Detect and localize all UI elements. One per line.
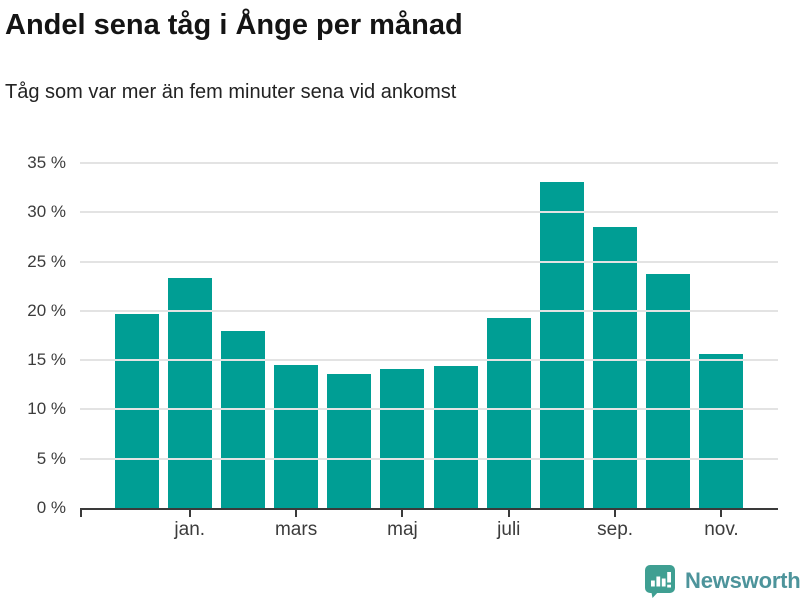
bar-dec. (114, 313, 159, 508)
bar-slot (429, 163, 482, 508)
x-tick (295, 510, 298, 517)
gridline (80, 309, 778, 312)
y-tick-label: 35 % (27, 153, 66, 172)
gridline (80, 457, 778, 460)
x-tick (507, 510, 510, 517)
brand-footer: Newsworthy (644, 564, 800, 598)
bar-slot: nov. (695, 163, 748, 540)
x-axis-origin-tick (80, 510, 82, 517)
bar-slot: mars (270, 163, 323, 540)
y-tick-label: 10 % (27, 399, 66, 419)
y-tick-label: 30 % (27, 202, 66, 222)
bar-slot: sep. (589, 163, 642, 540)
y-tick-label: 25 % (27, 251, 66, 271)
gridline (80, 359, 778, 362)
bar-mars (274, 365, 319, 508)
bar-slot (535, 163, 588, 508)
x-tick-label: jan. (174, 519, 206, 540)
x-tick-label: sep. (597, 519, 634, 540)
bar-juli (486, 317, 531, 508)
bar-slot (323, 163, 376, 508)
y-tick-label: 20 % (27, 300, 66, 320)
bar-slot (642, 163, 695, 508)
gridline (80, 260, 778, 263)
x-tick-label: maj (387, 519, 418, 540)
bar-feb. (220, 330, 265, 508)
y-axis: 0 % 5 % 10 % 15 % 20 % 25 % 30 % 35 % (0, 153, 66, 517)
bar-maj (380, 369, 425, 508)
gridline (80, 162, 778, 164)
chart-subtitle: Tåg som var mer än fem minuter sena vid … (5, 81, 457, 103)
x-tick-label: nov. (704, 519, 739, 540)
bar-slot: juli (482, 163, 535, 540)
gridline (80, 408, 778, 411)
bar-slot (216, 163, 269, 508)
plot-area: jan. mars maj juli sep. nov. (80, 162, 778, 540)
x-tick (401, 510, 404, 517)
bar-slot: maj (376, 163, 429, 540)
bar-slot: jan. (163, 163, 216, 540)
bar-sep. (593, 227, 638, 508)
y-tick-label: 5 % (36, 448, 66, 468)
x-tick-label: juli (497, 519, 521, 540)
bar-aug. (539, 181, 584, 508)
y-tick-label: 0 % (36, 498, 66, 517)
bar-jan. (167, 278, 212, 508)
brand-name: Newsworthy (685, 568, 800, 593)
bar-juni (433, 366, 478, 508)
y-tick-label: 15 % (27, 350, 66, 370)
x-tick (614, 510, 617, 517)
bar-slot (110, 163, 163, 508)
chart-title: Andel sena tåg i Ånge per månad (5, 9, 463, 41)
gridline (80, 211, 778, 214)
bar-nov. (699, 354, 744, 508)
bar-apr. (327, 373, 372, 508)
x-tick (188, 510, 191, 517)
bars-container: jan. mars maj juli sep. nov. (110, 163, 748, 540)
x-tick-label: mars (274, 519, 318, 540)
bar-okt. (646, 274, 691, 508)
x-tick (720, 510, 723, 517)
newsworthy-logo-icon (645, 565, 675, 598)
